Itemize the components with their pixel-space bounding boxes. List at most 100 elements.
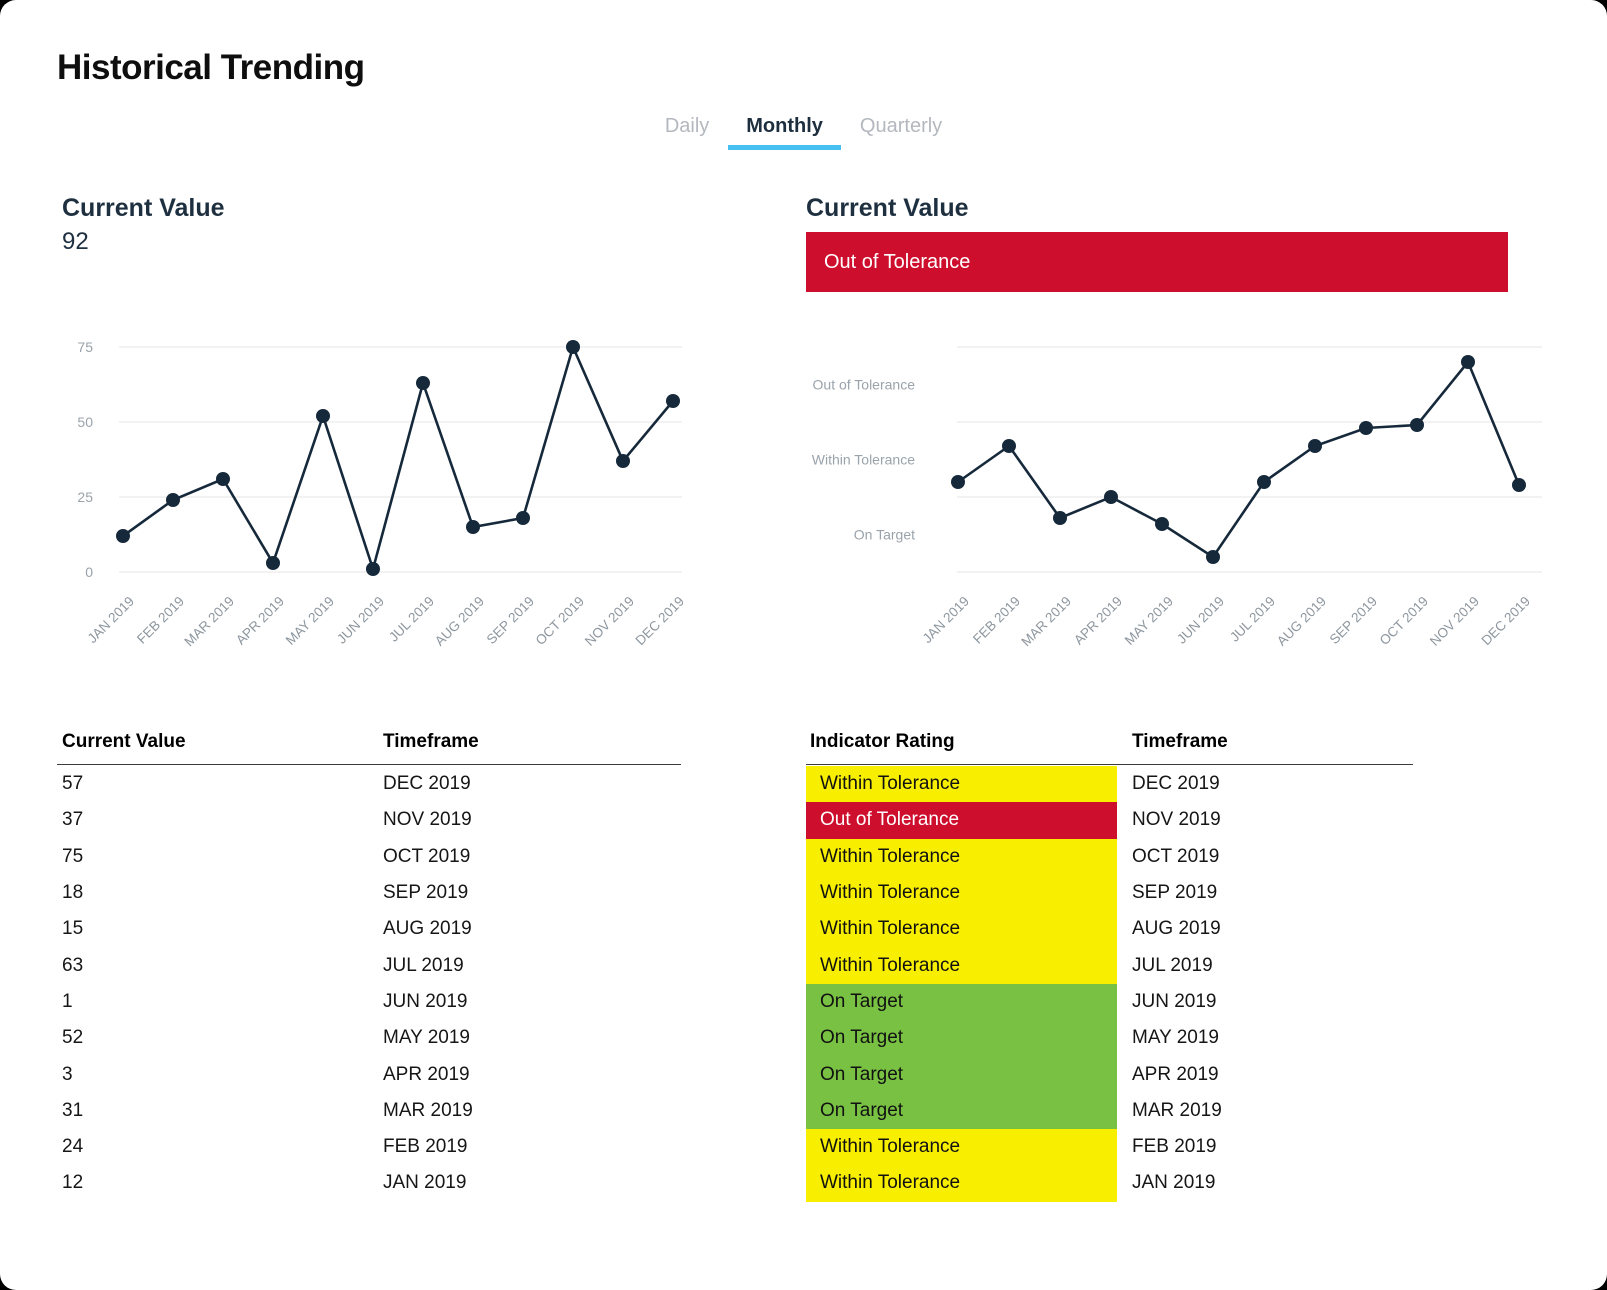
table-row: Within Tolerance JUL 2019	[806, 947, 1413, 984]
data-point	[116, 529, 130, 543]
timeframe-cell: JUN 2019	[1132, 990, 1217, 1012]
data-point	[366, 562, 380, 576]
x-axis-label: MAY 2019	[283, 594, 337, 648]
table-row: Within Tolerance DEC 2019	[806, 766, 1413, 803]
x-axis-label: JUN 2019	[334, 594, 387, 647]
table-row: Out of Tolerance NOV 2019	[806, 802, 1413, 839]
data-point	[1104, 490, 1118, 504]
left-table-header-current-value: Current Value	[62, 731, 186, 752]
right-table-body: Within Tolerance DEC 2019 Out of Tolerance…	[806, 766, 1413, 1202]
timeframe-cell: FEB 2019	[383, 1136, 468, 1158]
right-panel-heading: Current Value	[806, 194, 969, 222]
indicator-rating-line-chart-svg: Out of Tolerance Within Tolerance On Targe…	[812, 346, 1542, 650]
current-value-line-chart: 0 25 50 75 JAN 2019 FEB 2019 MAR 2019 APR 2019 M…	[55, 320, 715, 695]
data-point	[1359, 421, 1373, 435]
indicator-rating-cell: On Target	[806, 1020, 1117, 1057]
current-value-cell: 12	[62, 1172, 84, 1194]
right-table-header-timeframe: Timeframe	[1132, 731, 1228, 752]
x-axis-label: JUL 2019	[386, 594, 437, 645]
data-point	[616, 454, 630, 468]
current-value-number: 92	[62, 228, 89, 255]
table-row: 24 FEB 2019	[57, 1129, 681, 1165]
data-point	[1461, 355, 1475, 369]
x-axis-label: APR 2019	[1071, 594, 1125, 648]
x-axis-label: JAN 2019	[85, 594, 138, 647]
table-row: 52 MAY 2019	[57, 1020, 681, 1056]
timeframe-cell: JAN 2019	[383, 1172, 467, 1194]
x-axis-label: OCT 2019	[533, 594, 587, 648]
x-axis-label: AUG 2019	[1274, 594, 1329, 649]
indicator-rating-cell: Within Tolerance	[806, 1165, 1117, 1202]
right-table-header-indicator-rating: Indicator Rating	[810, 731, 955, 752]
data-point	[466, 520, 480, 534]
table-row: 3 APR 2019	[57, 1056, 681, 1092]
x-axis-label: DEC 2019	[632, 594, 687, 649]
x-axis-label: MAR 2019	[181, 594, 237, 650]
timeframe-cell: JUL 2019	[1132, 954, 1213, 976]
right-table-separator	[806, 764, 1413, 765]
table-row: On Target APR 2019	[806, 1056, 1413, 1093]
x-axis-label: MAR 2019	[1018, 594, 1074, 650]
indicator-rating-line-chart: Out of Tolerance Within Tolerance On Targe…	[780, 320, 1570, 695]
left-table-header-timeframe: Timeframe	[383, 731, 479, 752]
timeframe-cell: APR 2019	[383, 1063, 470, 1085]
current-value-cell: 63	[62, 954, 84, 976]
timeframe-cell: NOV 2019	[383, 809, 472, 831]
table-row: 31 MAR 2019	[57, 1093, 681, 1129]
x-axis-label: NOV 2019	[582, 594, 637, 649]
x-axis-label: MAY 2019	[1122, 594, 1176, 648]
page-title: Historical Trending	[57, 48, 365, 87]
indicator-rating-cell: Out of Tolerance	[806, 802, 1117, 839]
timeframe-cell: MAR 2019	[383, 1099, 473, 1121]
timeframe-cell: NOV 2019	[1132, 809, 1221, 831]
x-axis-label: SEP 2019	[484, 594, 537, 647]
timeframe-cell: MAY 2019	[1132, 1027, 1219, 1049]
tab-quarterly[interactable]: Quarterly	[859, 115, 943, 137]
table-row: 63 JUL 2019	[57, 947, 681, 983]
indicator-rating-cell: On Target	[806, 983, 1117, 1021]
data-point	[566, 340, 580, 354]
current-value-cell: 1	[62, 990, 73, 1012]
current-value-cell: 31	[62, 1099, 84, 1121]
indicator-rating-cell: Within Tolerance	[806, 874, 1117, 912]
timeframe-cell: APR 2019	[1132, 1063, 1219, 1085]
timeframe-cell: JAN 2019	[1132, 1172, 1216, 1194]
table-row: Within Tolerance OCT 2019	[806, 838, 1413, 875]
data-point	[1257, 475, 1271, 489]
data-point	[166, 493, 180, 507]
table-row: Within Tolerance JAN 2019	[806, 1165, 1413, 1202]
x-axis-label: JAN 2019	[920, 594, 973, 647]
timeframe-cell: OCT 2019	[383, 845, 471, 867]
y-tick-label: 75	[77, 339, 93, 355]
timeframe-tabs: Daily Monthly Quarterly	[0, 115, 1607, 150]
table-row: 15 AUG 2019	[57, 911, 681, 947]
indicator-rating-cell: Within Tolerance	[806, 947, 1117, 984]
data-point	[1410, 418, 1424, 432]
y-band-label: On Target	[854, 527, 915, 543]
left-table-body: 57 DEC 2019 37 NOV 2019 75 OCT 2019 18 SEP 2019…	[57, 766, 681, 1202]
timeframe-cell: MAY 2019	[383, 1027, 470, 1049]
timeframe-cell: MAR 2019	[1132, 1099, 1222, 1121]
tab-monthly[interactable]: Monthly	[728, 115, 841, 150]
indicator-rating-cell: Within Tolerance	[806, 911, 1117, 948]
left-panel-heading: Current Value	[62, 194, 225, 222]
data-point	[1002, 439, 1016, 453]
tab-daily[interactable]: Daily	[664, 115, 710, 137]
current-value-cell: 3	[62, 1063, 73, 1085]
table-row: 1 JUN 2019	[57, 984, 681, 1020]
table-row: 57 DEC 2019	[57, 766, 681, 802]
current-value-cell: 15	[62, 918, 84, 940]
data-point	[316, 409, 330, 423]
data-point	[516, 511, 530, 525]
timeframe-cell: AUG 2019	[1132, 918, 1221, 940]
trend-line	[122, 343, 674, 574]
timeframe-cell: SEP 2019	[1132, 882, 1218, 904]
timeframe-cell: OCT 2019	[1132, 845, 1220, 867]
data-point	[1512, 478, 1526, 492]
timeframe-cell: JUN 2019	[383, 990, 468, 1012]
table-row: 12 JAN 2019	[57, 1165, 681, 1201]
data-point	[216, 472, 230, 486]
table-row: 37 NOV 2019	[57, 802, 681, 838]
y-band-label: Out of Tolerance	[813, 377, 916, 393]
